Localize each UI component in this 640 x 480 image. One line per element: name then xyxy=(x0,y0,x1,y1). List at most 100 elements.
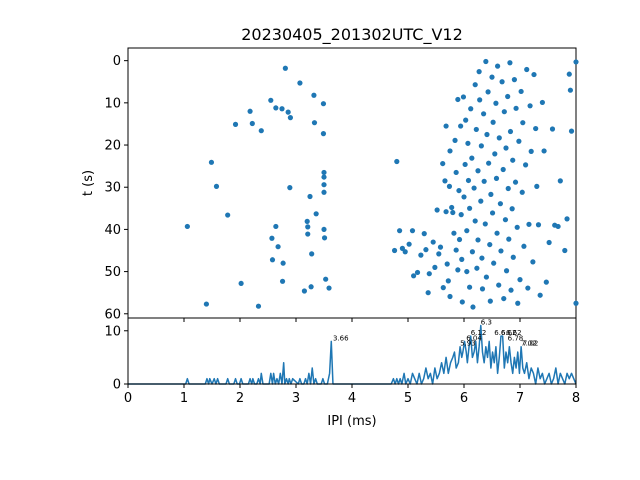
raster-point xyxy=(443,123,449,129)
peak-annotation: 6.3 xyxy=(481,318,492,326)
raster-point xyxy=(273,105,279,111)
raster-point xyxy=(458,123,464,129)
raster-point xyxy=(476,69,482,75)
raster-point xyxy=(506,236,512,242)
raster-point xyxy=(477,97,483,103)
raster-point xyxy=(453,169,459,176)
raster-point xyxy=(483,274,489,280)
raster-point xyxy=(510,157,516,163)
raster-point xyxy=(534,183,540,189)
raster-point xyxy=(321,235,328,241)
raster-point xyxy=(467,205,473,211)
raster-point xyxy=(426,271,432,277)
raster-point xyxy=(497,201,503,207)
raster-point xyxy=(519,189,525,195)
raster-point xyxy=(520,120,526,126)
raster-point xyxy=(402,249,408,255)
ipi-peak-annotations: 3.665.936.046.126.36.66.626.626.787.027.… xyxy=(333,318,538,347)
raster-point xyxy=(509,206,515,212)
raster-point xyxy=(423,247,429,253)
raster-y-axis: 0 10 20 30 40 50 60 xyxy=(104,54,577,322)
raster-point xyxy=(512,179,519,185)
raster-point xyxy=(425,290,431,296)
peak-annotation: 7.02 xyxy=(523,340,539,348)
raster-point xyxy=(541,148,547,154)
raster-point xyxy=(557,178,563,184)
raster-point xyxy=(521,243,527,249)
y-tick-label: 20 xyxy=(104,139,121,154)
raster-point xyxy=(203,301,209,307)
raster-point xyxy=(460,94,467,100)
raster-point xyxy=(321,189,327,195)
raster-point xyxy=(307,193,313,200)
raster-point xyxy=(282,65,288,71)
raster-point xyxy=(397,228,403,234)
raster-point xyxy=(249,120,255,127)
peak-annotation: 6.12 xyxy=(471,329,487,337)
raster-point xyxy=(530,259,536,265)
raster-point xyxy=(496,282,502,288)
raster-point xyxy=(566,71,572,77)
raster-point xyxy=(500,166,506,173)
raster-point xyxy=(320,101,327,107)
raster-point xyxy=(535,222,542,228)
raster-point xyxy=(458,212,464,218)
raster-point xyxy=(311,120,318,126)
raster-point xyxy=(255,303,262,309)
raster-point xyxy=(518,88,524,95)
raster-point xyxy=(285,109,291,115)
raster-point xyxy=(481,178,487,184)
peak-annotation: 6.04 xyxy=(466,334,482,342)
raster-point xyxy=(280,260,286,266)
raster-point xyxy=(468,106,474,112)
raster-point xyxy=(406,241,412,247)
raster-point xyxy=(573,300,579,306)
raster-point xyxy=(469,155,475,161)
raster-point xyxy=(409,228,416,234)
raster-point xyxy=(495,63,501,69)
y-tick-label: 10 xyxy=(104,324,121,339)
ipi-x-axis-label: IPI (ms) xyxy=(327,414,376,429)
raster-point xyxy=(484,131,490,138)
raster-point xyxy=(496,135,502,141)
raster-point xyxy=(455,96,461,103)
raster-point xyxy=(478,198,484,204)
raster-y-axis-label: t (s) xyxy=(81,170,96,196)
raster-point xyxy=(485,89,491,95)
raster-point xyxy=(472,82,478,88)
raster-point xyxy=(525,285,531,291)
raster-point xyxy=(513,105,519,111)
raster-point xyxy=(568,128,575,134)
peak-annotation: 6.78 xyxy=(508,334,524,342)
raster-point xyxy=(516,138,522,144)
x-tick-label: 7 xyxy=(516,391,524,406)
raster-point xyxy=(456,187,462,194)
raster-point xyxy=(313,211,319,217)
raster-point xyxy=(440,160,446,167)
raster-point xyxy=(321,169,327,176)
raster-point xyxy=(444,261,450,267)
raster-point xyxy=(184,223,190,230)
raster-point xyxy=(482,221,488,227)
x-tick-label: 2 xyxy=(236,391,244,406)
raster-point xyxy=(562,247,568,254)
raster-point xyxy=(503,268,510,274)
y-tick-label: 50 xyxy=(104,265,121,280)
raster-point xyxy=(493,100,499,106)
raster-point xyxy=(531,71,537,78)
x-tick-label: 3 xyxy=(292,391,300,406)
raster-point xyxy=(305,224,311,230)
chart-title: 20230405_201302UTC_V12 xyxy=(241,25,463,45)
raster-point xyxy=(275,244,281,250)
peak-annotation: 6.62 xyxy=(501,329,517,337)
raster-point xyxy=(462,161,468,168)
ipi-histogram-x-axis: 0 1 2 3 4 5 6 7 8 xyxy=(124,384,580,406)
raster-point xyxy=(478,143,484,149)
raster-point xyxy=(481,111,487,117)
raster-point xyxy=(455,267,461,273)
raster-point xyxy=(475,168,481,174)
raster-point xyxy=(493,175,500,181)
ipi-histogram-y-axis: 0 10 xyxy=(104,324,128,393)
raster-point xyxy=(447,148,453,154)
